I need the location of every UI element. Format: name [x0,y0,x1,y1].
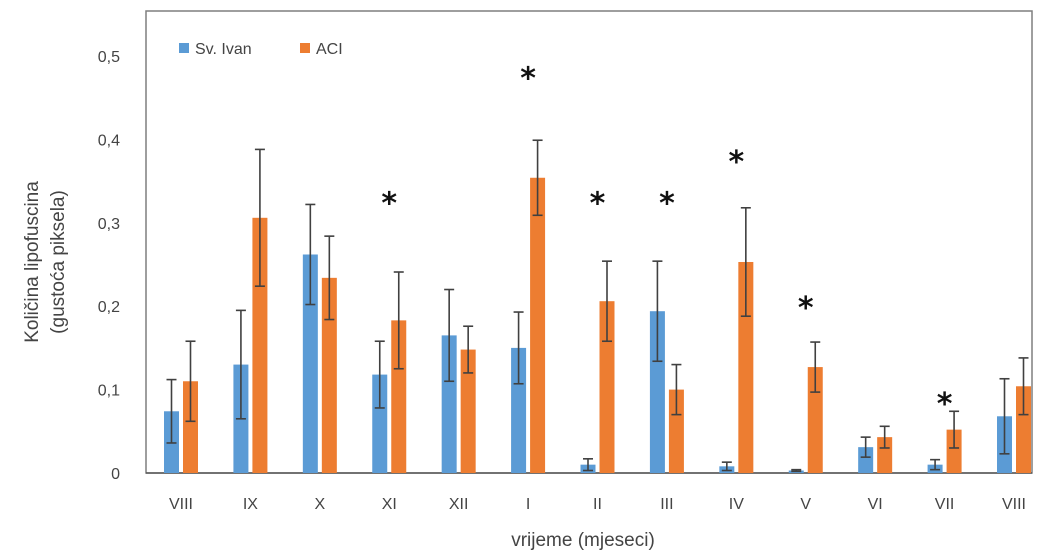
error-bar-series-1 [810,341,821,393]
error-bar-series-1 [254,148,265,287]
bar-series-0 [302,254,318,473]
significance-annotations: * * * * * * * [381,62,952,422]
x-tick-label: III [660,496,673,513]
y-tick-label: 0,1 [98,383,120,400]
error-bar-series-1 [671,363,682,416]
y-tick-label: 0,4 [98,132,120,149]
y-tick-label: 0,3 [98,216,120,233]
bar-series-1 [1016,386,1031,473]
error-bar-series-1 [879,425,890,449]
error-bar-series-0 [721,461,732,472]
bar-series-0 [372,374,388,473]
bar-series-1 [460,349,476,473]
error-bar-series-0 [374,340,385,409]
x-tick-label: V [800,496,811,513]
legend: Sv. Ivan ACI [179,41,343,58]
y-axis-title-line1: Količina lipofuscina [22,181,43,343]
error-bar-series-0 [860,436,871,458]
error-bar-series-1 [463,325,474,374]
legend-swatch-series-1 [300,43,310,53]
x-tick-label: IX [243,496,258,513]
y-axis-title-line2: (gustoća piksela) [48,190,69,334]
significance-star: * [590,187,606,222]
x-tick-label: II [593,496,602,513]
error-bar-series-0 [305,203,316,306]
significance-star: * [659,187,675,222]
error-bars [166,139,1029,473]
bar-series-0 [511,347,527,473]
bar-series-1 [321,277,337,473]
significance-star: * [798,291,814,326]
error-bar-series-1 [1018,357,1029,416]
bar-series-1 [738,261,754,473]
significance-star: * [381,187,397,222]
x-tick-label: VII [935,496,955,513]
x-tick-label: I [526,496,530,513]
error-bar-series-1 [740,206,751,318]
y-axis: 0 0,1 0,2 0,3 0,4 0,5 [98,49,120,483]
error-bar-series-0 [513,311,524,385]
bar-series-1 [946,429,962,473]
bar-series-0 [441,335,457,473]
y-tick-label: 0,2 [98,299,120,316]
legend-swatch-series-0 [179,43,189,53]
error-bar-series-1 [532,139,543,217]
error-bar-series-0 [930,458,941,471]
bar-series-0 [858,447,874,473]
bar-series-0 [649,311,665,473]
bars [164,177,1031,473]
bar-series-1 [183,381,198,473]
x-tick-label: X [314,496,325,513]
bar-series-1 [668,389,684,473]
error-bar-series-1 [185,340,196,423]
error-bar-series-0 [791,468,802,473]
x-tick-label: VIII [169,496,193,513]
significance-star: * [937,387,953,422]
error-bar-series-0 [444,288,455,383]
x-tick-label: VI [868,496,883,513]
y-tick-label: 0 [111,466,120,483]
bar-series-1 [252,217,268,473]
plot-frame [145,10,1033,474]
error-bar-series-0 [235,309,246,420]
error-bar-series-0 [652,260,663,363]
x-tick-label: VIII [1002,496,1026,513]
x-tick-label: XII [449,496,469,513]
bar-series-1 [807,367,823,473]
significance-star: * [728,145,744,180]
y-tick-label: 0,5 [98,49,120,66]
error-bar-series-0 [166,378,177,444]
bar-series-1 [877,437,893,473]
error-bar-series-0 [583,458,593,472]
bar-series-1 [599,301,615,473]
bar-series-1 [530,177,546,473]
x-tick-label: IV [729,496,744,513]
error-bar-series-1 [949,410,960,449]
x-tick-label: XI [382,496,397,513]
significance-star: * [520,62,536,97]
error-bar-series-1 [324,235,335,321]
bar-series-1 [391,320,407,473]
error-bar-series-1 [393,271,404,370]
legend-label-series-1: ACI [316,41,343,58]
x-axis-title: vrijeme (mjeseci) [511,530,655,551]
x-axis: VIII IX X XI XII I II III IV V VI VII VIII [169,496,1026,513]
legend-label-series-0: Sv. Ivan [195,41,252,58]
error-bar-series-1 [602,260,612,343]
error-bar-series-0 [999,377,1010,455]
